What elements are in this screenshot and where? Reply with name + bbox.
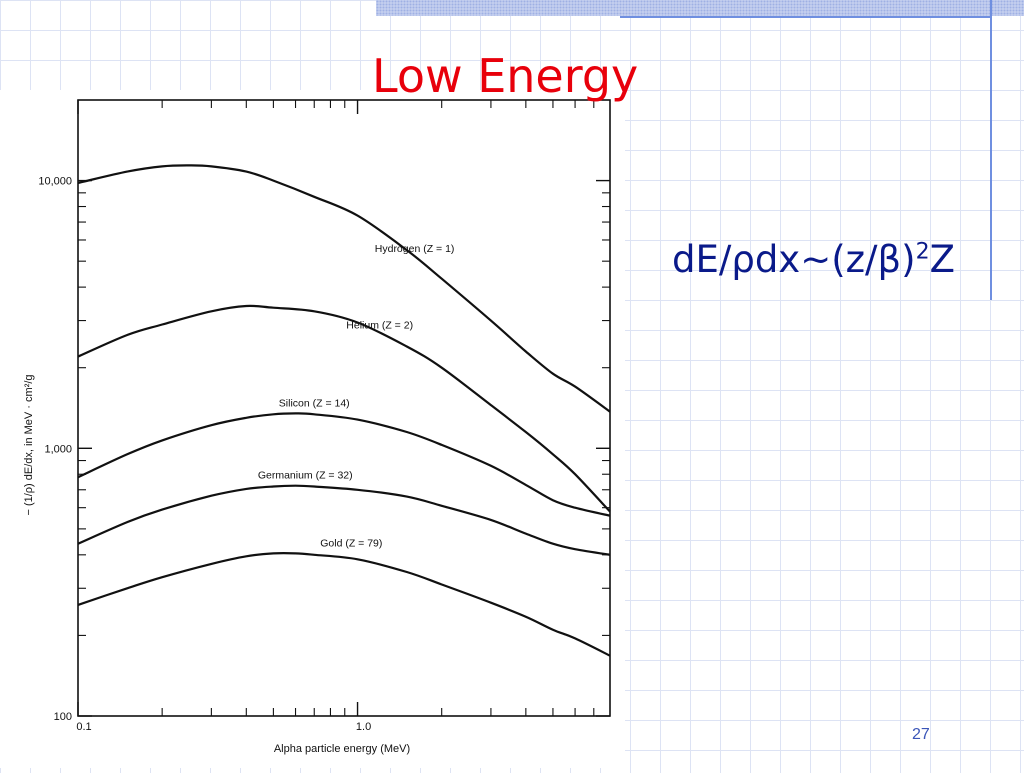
plot-frame [77, 99, 611, 717]
series-label-3: Germanium (Z = 32) [258, 470, 353, 482]
header-band [376, 0, 1024, 16]
series-line-0 [77, 164, 611, 413]
series-lines [77, 164, 611, 657]
series-labels: Hydrogen (Z = 1) Helium (Z = 2) Silicon (Z… [258, 243, 455, 549]
slide-title: Low Energy [372, 49, 639, 103]
stopping-power-formula: dE/ρdx~(z/β)2Z [672, 238, 955, 281]
header-rule [620, 16, 992, 18]
side-rule [990, 0, 992, 300]
series-label-1: Helium (Z = 2) [346, 320, 413, 332]
y-tick-label: 10,000 [38, 176, 72, 188]
y-tick-label: 1,000 [44, 443, 72, 455]
y-axis-label: − (1/ρ) dE/dx, in MeV · cm²/g [23, 374, 35, 515]
series-line-2 [77, 412, 611, 517]
series-line-3 [77, 484, 611, 556]
series-label-4: Gold (Z = 79) [320, 537, 382, 549]
y-tick-label: 100 [54, 711, 72, 723]
formula-tail: Z [929, 238, 955, 281]
series-line-1 [77, 304, 611, 513]
series-line-4 [77, 552, 611, 657]
series-label-0: Hydrogen (Z = 1) [375, 243, 455, 255]
axis-tick-labels: 0.1 1.0 100 1,000 10,000 [38, 176, 371, 733]
formula-main: dE/ρdx~(z/β) [672, 238, 916, 281]
formula-exponent: 2 [915, 239, 930, 265]
slide-number: 27 [912, 726, 930, 743]
x-axis-label: Alpha particle energy (MeV) [274, 743, 410, 755]
series-label-2: Silicon (Z = 14) [279, 398, 350, 410]
x-tick-label: 0.1 [76, 721, 91, 733]
stopping-power-chart: 0.1 1.0 100 1,000 10,000 Hydrogen (Z = 1) Hel… [0, 90, 625, 768]
x-tick-label: 1.0 [356, 721, 371, 733]
chart-svg: 0.1 1.0 100 1,000 10,000 Hydrogen (Z = 1) Hel… [23, 99, 611, 755]
